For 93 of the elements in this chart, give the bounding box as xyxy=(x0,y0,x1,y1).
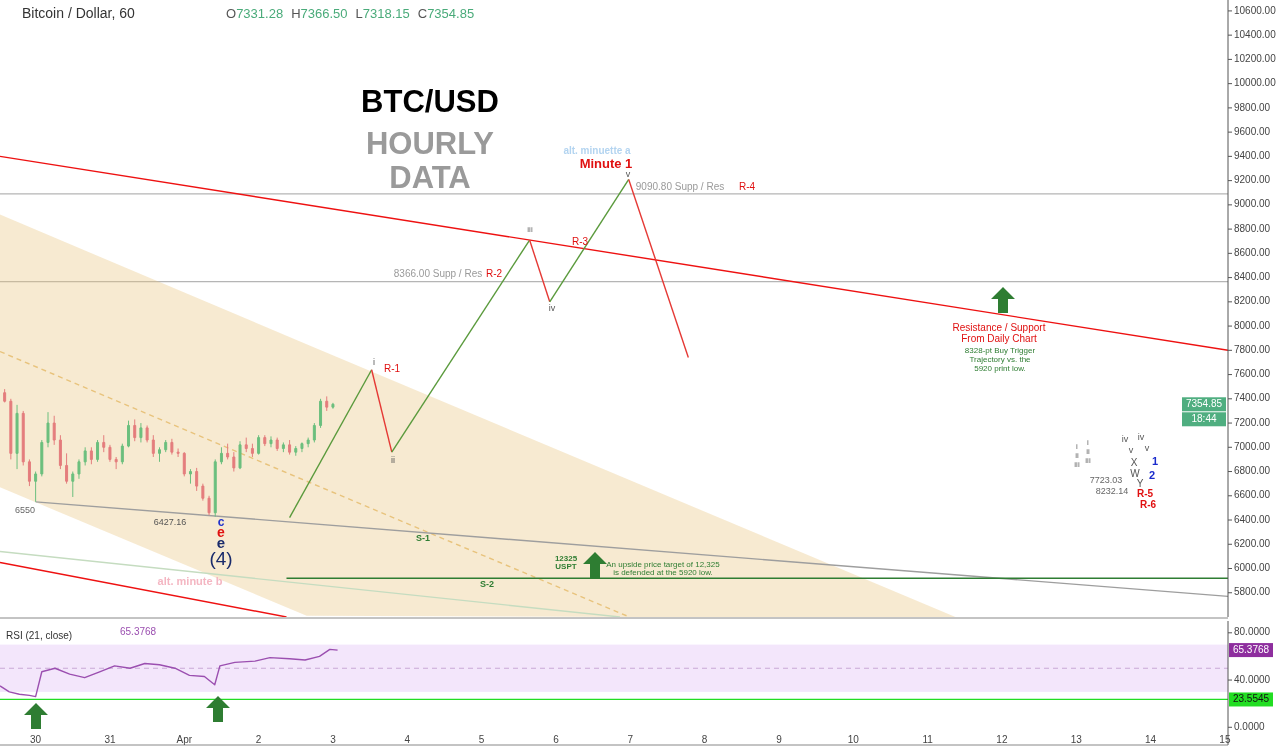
annotation: Y xyxy=(1136,477,1144,489)
x-tick-label: 8 xyxy=(701,733,708,745)
annotation: S-1 xyxy=(415,533,431,544)
annotation: R-1 xyxy=(383,362,401,374)
annotation: R-6 xyxy=(1139,498,1157,510)
annotation: 6427.16 xyxy=(153,517,187,528)
annotation: alt. minute b xyxy=(157,574,223,587)
y-tick-label: 7200.00 xyxy=(1234,416,1271,428)
y-tick-label: 7600.00 xyxy=(1234,368,1271,380)
annotation: 1 xyxy=(1151,454,1159,467)
text: RSI (21, close) xyxy=(6,630,73,641)
x-tick-label: 31 xyxy=(104,733,116,745)
annotation: R-5 xyxy=(1136,487,1154,499)
x-tick-label: Apr xyxy=(176,733,193,745)
y-tick-label: 80.0000 xyxy=(1234,626,1271,638)
annotation: R-3 xyxy=(571,235,589,247)
annotation: 9090.80 Supp / Res xyxy=(635,180,725,192)
y-tick-label: 8000.00 xyxy=(1234,319,1271,331)
y-tick-label: 9400.00 xyxy=(1234,150,1271,162)
annotation: alt. minuette a xyxy=(563,144,632,156)
annotation: i ii iii xyxy=(1074,442,1080,469)
x-tick-label: 3 xyxy=(330,733,337,745)
x-tick-label: 30 xyxy=(30,733,42,745)
y-tick-label: 7400.00 xyxy=(1234,392,1271,404)
y-tick-label: 0.0000 xyxy=(1234,720,1266,732)
y-tick-label: 10400.00 xyxy=(1234,28,1277,40)
annotation: 18:44 xyxy=(1191,412,1217,424)
y-tick-label: 9000.00 xyxy=(1234,198,1271,210)
y-tick-label: 8800.00 xyxy=(1234,222,1271,234)
y-tick-label: 40.0000 xyxy=(1234,673,1271,685)
y-tick-label: 6400.00 xyxy=(1234,513,1271,525)
annotation: R-2 xyxy=(485,267,503,279)
y-tick-label: 9800.00 xyxy=(1234,101,1271,113)
x-tick-label: 9 xyxy=(776,733,783,745)
text: BTC/USD xyxy=(361,84,499,119)
annotation: 8232.14 xyxy=(1095,486,1129,497)
annotation: v xyxy=(1128,445,1134,456)
annotation: 7723.03 xyxy=(1089,475,1123,486)
ref-line-label: 23.5545 xyxy=(1232,693,1270,705)
x-tick-label: 15 xyxy=(1219,733,1231,745)
annotation: 65.3768 xyxy=(120,626,157,637)
annotation: HOURLY DATA xyxy=(365,126,495,196)
annotation: 8328-pt Buy Trigger Trajectory vs. the 5920 print low. xyxy=(964,346,1036,373)
y-tick-label: 8400.00 xyxy=(1234,271,1271,283)
annotation: iv xyxy=(548,303,556,314)
annotation: 6550 xyxy=(14,505,36,516)
annotation: S-2 xyxy=(479,579,495,590)
annotation: 7354.85 xyxy=(1185,397,1223,409)
x-tick-label: 13 xyxy=(1070,733,1083,745)
annotation: O7331.28 H7366.50 L7318.15 C7354.85 xyxy=(226,6,475,21)
annotation: v xyxy=(1144,443,1150,454)
annotation: iv xyxy=(1137,432,1145,443)
y-tick-label: 10600.00 xyxy=(1234,4,1277,16)
y-tick-label: 10200.00 xyxy=(1234,53,1277,65)
x-tick-label: 10 xyxy=(847,733,860,745)
y-tick-label: 9600.00 xyxy=(1234,125,1271,137)
y-tick-label: 5800.00 xyxy=(1234,586,1271,598)
annotation: Resistance / Support From Daily Chart xyxy=(952,321,1046,344)
annotation: i ii iii xyxy=(1085,438,1091,465)
x-tick-label: 6 xyxy=(553,733,560,745)
chart-title: Bitcoin / Dollar, 60 xyxy=(22,5,136,21)
annotation: i xyxy=(373,357,375,368)
annotation: 12325 USPT xyxy=(554,553,578,572)
annotation: 8366.00 Supp / Res xyxy=(393,267,483,279)
annotation: 2 xyxy=(1148,468,1156,481)
x-tick-label: 5 xyxy=(478,733,485,745)
y-tick-label: 6200.00 xyxy=(1234,537,1271,549)
x-tick-label: 12 xyxy=(996,733,1008,745)
annotation: X xyxy=(1130,456,1138,468)
annotation: W xyxy=(1130,467,1141,479)
annotation: Minute 1 xyxy=(579,156,633,172)
annotation: R-4 xyxy=(738,180,756,192)
annotation: v xyxy=(625,169,631,180)
text: 65.3768 xyxy=(1232,643,1270,655)
y-tick-label: 8600.00 xyxy=(1234,246,1271,258)
annotation: An upside price target of 12,325 is defended at the 5920 low. xyxy=(606,559,721,578)
x-tick-label: 4 xyxy=(404,733,411,745)
y-tick-label: 10000.00 xyxy=(1234,77,1277,89)
x-tick-label: 14 xyxy=(1145,733,1157,745)
y-tick-label: 7800.00 xyxy=(1234,343,1271,355)
y-tick-label: 8200.00 xyxy=(1234,295,1271,307)
y-tick-label: 6600.00 xyxy=(1234,489,1271,501)
y-tick-label: 6000.00 xyxy=(1234,562,1271,574)
y-tick-label: 9200.00 xyxy=(1234,174,1271,186)
x-tick-label: 7 xyxy=(627,733,634,745)
y-tick-label: 6800.00 xyxy=(1234,465,1271,477)
y-tick-label: 7000.00 xyxy=(1234,440,1271,452)
annotation: iii xyxy=(527,225,533,235)
x-tick-label: 2 xyxy=(255,733,262,745)
annotation: (4) xyxy=(209,548,233,570)
annotation: ii xyxy=(391,455,395,466)
x-tick-label: 11 xyxy=(922,733,934,745)
annotation: iv xyxy=(1121,434,1129,445)
